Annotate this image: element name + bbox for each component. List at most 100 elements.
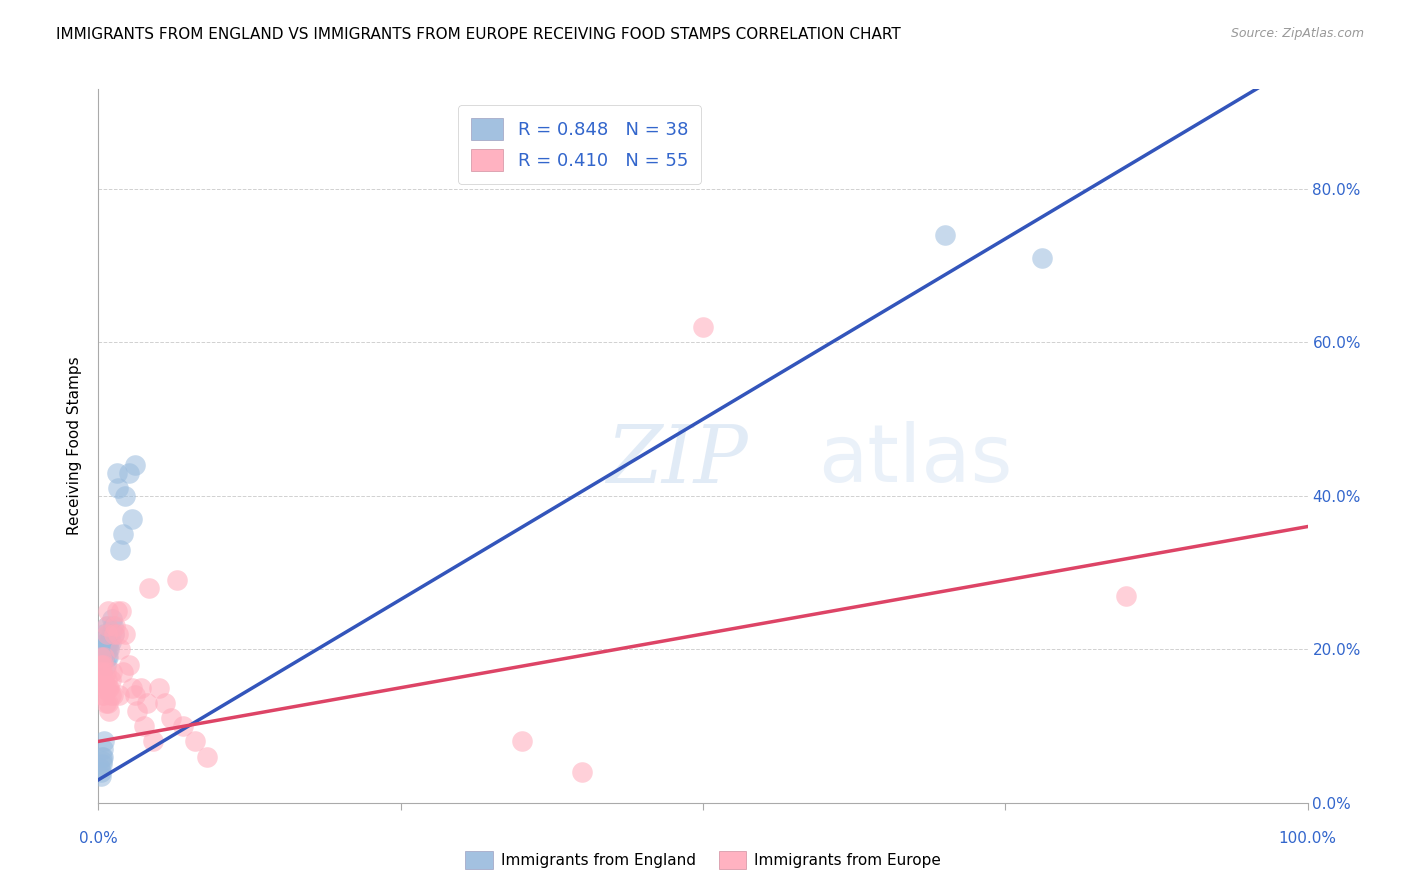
Point — [692, 320, 714, 334]
Point — [94, 681, 117, 695]
Point — [110, 604, 132, 618]
Point — [108, 689, 131, 703]
Point — [103, 627, 125, 641]
Point — [94, 665, 117, 680]
Point — [114, 627, 136, 641]
Point — [118, 466, 141, 480]
Point — [127, 704, 149, 718]
Legend: R = 0.848   N = 38, R = 0.410   N = 55: R = 0.848 N = 38, R = 0.410 N = 55 — [458, 105, 700, 184]
Point — [98, 642, 121, 657]
Text: IMMIGRANTS FROM ENGLAND VS IMMIGRANTS FROM EUROPE RECEIVING FOOD STAMPS CORRELAT: IMMIGRANTS FROM ENGLAND VS IMMIGRANTS FR… — [56, 27, 901, 42]
Point — [934, 227, 956, 242]
Point — [91, 673, 114, 687]
Point — [172, 719, 194, 733]
Point — [96, 650, 118, 665]
Text: atlas: atlas — [818, 421, 1012, 500]
Point — [89, 665, 111, 680]
Point — [94, 634, 117, 648]
Point — [1031, 251, 1053, 265]
Point — [100, 665, 122, 680]
Point — [98, 681, 121, 695]
Point — [101, 619, 124, 633]
Text: ZIP: ZIP — [606, 422, 748, 499]
Point — [98, 634, 121, 648]
Y-axis label: Receiving Food Stamps: Receiving Food Stamps — [67, 357, 83, 535]
Point — [108, 542, 131, 557]
Point — [97, 604, 120, 618]
Point — [153, 696, 176, 710]
Text: Source: ZipAtlas.com: Source: ZipAtlas.com — [1230, 27, 1364, 40]
Point — [91, 749, 114, 764]
Point — [104, 619, 127, 633]
Point — [90, 769, 112, 783]
Point — [142, 734, 165, 748]
Point — [148, 681, 170, 695]
Point — [91, 681, 114, 695]
Point — [124, 458, 146, 473]
Point — [90, 650, 112, 665]
Point — [94, 696, 117, 710]
Point — [166, 574, 188, 588]
Point — [118, 657, 141, 672]
Point — [97, 650, 120, 665]
Point — [94, 657, 117, 672]
Point — [91, 757, 114, 772]
Point — [105, 604, 128, 618]
Point — [91, 742, 114, 756]
Text: 0.0%: 0.0% — [79, 831, 118, 847]
Point — [97, 696, 120, 710]
Point — [96, 634, 118, 648]
Point — [111, 527, 134, 541]
Point — [98, 704, 121, 718]
Point — [100, 627, 122, 641]
Point — [94, 642, 117, 657]
Point — [510, 734, 533, 748]
Point — [93, 627, 115, 641]
Point — [91, 665, 114, 680]
Point — [89, 761, 111, 775]
Point — [121, 681, 143, 695]
Point — [93, 734, 115, 748]
Point — [114, 489, 136, 503]
Point — [93, 650, 115, 665]
Point — [134, 719, 156, 733]
Point — [121, 512, 143, 526]
Point — [138, 581, 160, 595]
Point — [135, 696, 157, 710]
Point — [195, 749, 218, 764]
Point — [101, 689, 124, 703]
Point — [97, 642, 120, 657]
Point — [124, 689, 146, 703]
Point — [107, 481, 129, 495]
Point — [90, 765, 112, 780]
Point — [93, 650, 115, 665]
Point — [105, 466, 128, 480]
Point — [100, 689, 122, 703]
Point — [96, 673, 118, 687]
Point — [1115, 589, 1137, 603]
Point — [100, 673, 122, 687]
Point — [97, 627, 120, 641]
Point — [96, 619, 118, 633]
Point — [93, 673, 115, 687]
Point — [96, 627, 118, 641]
Point — [129, 681, 152, 695]
Point — [571, 765, 593, 780]
Point — [100, 612, 122, 626]
Point — [93, 689, 115, 703]
Point — [107, 627, 129, 641]
Point — [184, 734, 207, 748]
Point — [108, 642, 131, 657]
Point — [91, 657, 114, 672]
Point — [111, 665, 134, 680]
Point — [96, 619, 118, 633]
Text: 100.0%: 100.0% — [1278, 831, 1337, 847]
Point — [160, 711, 183, 725]
Point — [91, 689, 114, 703]
Point — [91, 754, 114, 768]
Point — [91, 749, 114, 764]
Legend: Immigrants from England, Immigrants from Europe: Immigrants from England, Immigrants from… — [460, 845, 946, 875]
Point — [93, 642, 115, 657]
Point — [90, 657, 112, 672]
Point — [100, 634, 122, 648]
